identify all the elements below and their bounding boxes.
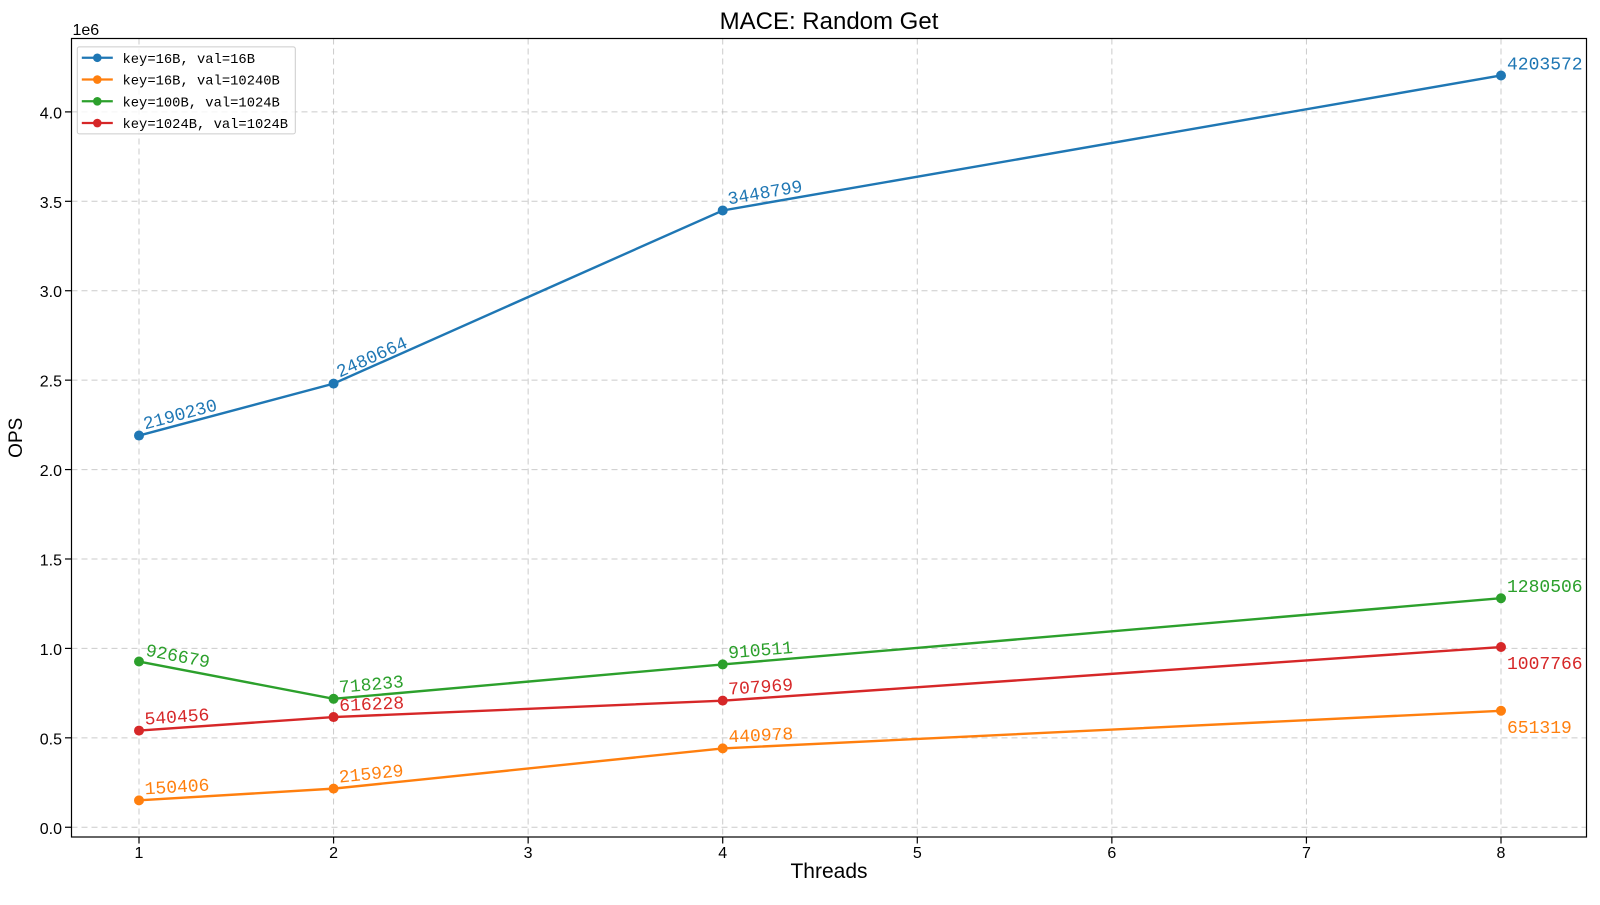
svg-text:1: 1: [135, 845, 144, 862]
svg-text:5: 5: [913, 845, 922, 862]
svg-text:3.5: 3.5: [40, 195, 62, 212]
svg-text:key=1024B, val=1024B: key=1024B, val=1024B: [123, 117, 289, 133]
svg-text:OPS: OPS: [6, 418, 27, 458]
svg-text:1.0: 1.0: [40, 642, 62, 659]
svg-text:1e6: 1e6: [73, 22, 100, 39]
svg-text:Threads: Threads: [790, 860, 867, 883]
svg-text:2: 2: [329, 845, 338, 862]
svg-text:440978: 440978: [728, 725, 794, 748]
svg-text:8: 8: [1497, 845, 1506, 862]
svg-text:key=100B, val=1024B: key=100B, val=1024B: [123, 95, 280, 111]
svg-text:6: 6: [1107, 845, 1116, 862]
svg-text:key=16B, val=16B: key=16B, val=16B: [123, 52, 255, 68]
svg-text:4.0: 4.0: [40, 105, 62, 122]
svg-text:651319: 651319: [1507, 719, 1572, 739]
svg-text:1007766: 1007766: [1507, 655, 1583, 675]
svg-text:2.5: 2.5: [40, 374, 62, 391]
svg-text:7: 7: [1302, 845, 1311, 862]
svg-text:3: 3: [524, 845, 533, 862]
svg-text:1.5: 1.5: [40, 552, 62, 569]
svg-text:2.0: 2.0: [40, 463, 62, 480]
svg-text:150406: 150406: [144, 776, 210, 800]
svg-text:3.0: 3.0: [40, 284, 62, 301]
svg-text:4: 4: [718, 845, 727, 862]
svg-text:1280506: 1280506: [1507, 578, 1583, 598]
svg-text:616228: 616228: [339, 694, 405, 717]
svg-text:0.0: 0.0: [40, 821, 62, 838]
svg-text:MACE: Random Get: MACE: Random Get: [720, 8, 939, 35]
svg-text:4203572: 4203572: [1507, 55, 1583, 75]
svg-text:key=16B, val=10240B: key=16B, val=10240B: [123, 74, 280, 90]
svg-text:0.5: 0.5: [40, 731, 62, 748]
